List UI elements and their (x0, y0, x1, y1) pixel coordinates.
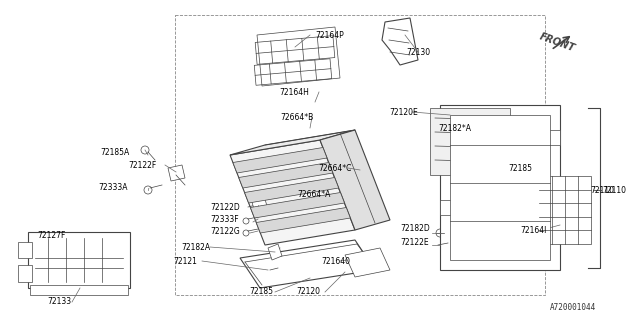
Polygon shape (256, 207, 350, 233)
Text: 72185A: 72185A (100, 148, 130, 156)
Text: 721640: 721640 (321, 257, 351, 266)
Text: 72185: 72185 (249, 287, 273, 297)
Polygon shape (233, 148, 327, 173)
Text: 72122G: 72122G (210, 227, 240, 236)
Polygon shape (252, 199, 268, 213)
Circle shape (144, 186, 152, 194)
Polygon shape (450, 115, 550, 260)
Bar (175, 15, 545, 295)
Circle shape (141, 146, 149, 154)
Text: 72664*A: 72664*A (298, 189, 331, 198)
Polygon shape (254, 59, 332, 85)
Polygon shape (345, 248, 390, 277)
Polygon shape (539, 176, 591, 244)
Polygon shape (239, 163, 333, 188)
Polygon shape (18, 265, 32, 282)
Text: 72110: 72110 (590, 186, 614, 195)
Polygon shape (430, 108, 510, 175)
Polygon shape (28, 232, 130, 288)
Text: A720001044: A720001044 (550, 303, 596, 312)
Circle shape (436, 229, 444, 237)
Text: 72333A: 72333A (99, 182, 128, 191)
Polygon shape (382, 18, 418, 65)
Polygon shape (440, 200, 455, 215)
Polygon shape (244, 178, 339, 203)
Polygon shape (255, 36, 335, 64)
Text: 72110: 72110 (602, 186, 626, 195)
Polygon shape (440, 130, 455, 145)
Text: 72121: 72121 (173, 257, 197, 266)
Polygon shape (545, 130, 560, 145)
Circle shape (264, 269, 272, 277)
Text: 72164P: 72164P (316, 30, 344, 39)
Polygon shape (230, 130, 355, 155)
Text: 72120: 72120 (296, 287, 320, 297)
Polygon shape (320, 130, 390, 230)
Text: 72122F: 72122F (128, 161, 156, 170)
Text: 72164H: 72164H (279, 87, 309, 97)
Text: 72122E: 72122E (401, 237, 429, 246)
Text: 72664*B: 72664*B (280, 113, 314, 122)
Text: 72664*C: 72664*C (318, 164, 352, 172)
Text: FRONT: FRONT (538, 32, 576, 54)
Text: 72133: 72133 (47, 298, 71, 307)
Polygon shape (18, 242, 32, 258)
Polygon shape (240, 240, 375, 288)
Polygon shape (268, 244, 282, 260)
Polygon shape (440, 105, 560, 270)
Polygon shape (30, 285, 128, 295)
Text: 72164I: 72164I (521, 226, 547, 235)
Circle shape (243, 218, 249, 224)
Text: 72182A: 72182A (181, 243, 211, 252)
Text: 72122D: 72122D (210, 203, 240, 212)
Text: 72130: 72130 (406, 47, 430, 57)
Polygon shape (230, 140, 355, 245)
Text: 72333F: 72333F (211, 214, 239, 223)
Text: 72185: 72185 (508, 164, 532, 172)
Polygon shape (168, 165, 185, 181)
Text: 72120E: 72120E (390, 108, 419, 116)
Text: 72182D: 72182D (400, 223, 430, 233)
Text: 72127F: 72127F (38, 230, 66, 239)
Circle shape (243, 230, 249, 236)
Text: 72182*A: 72182*A (438, 124, 472, 132)
Polygon shape (250, 193, 344, 218)
